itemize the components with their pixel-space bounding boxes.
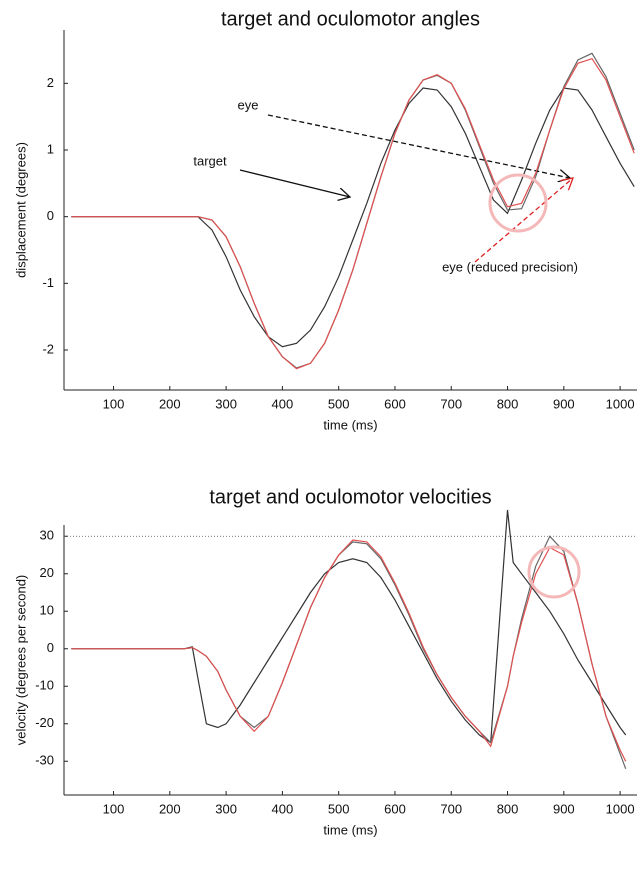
series-line (71, 52, 635, 369)
x-tick-label: 600 (384, 801, 406, 816)
x-tick-label: 900 (553, 801, 575, 816)
x-tick-label: 300 (215, 801, 237, 816)
annotation-arrow (239, 169, 350, 197)
x-tick-label: 900 (553, 396, 575, 411)
y-tick-label: -2 (42, 341, 54, 356)
x-tick-label: 800 (497, 396, 519, 411)
y-tick-label: 0 (47, 640, 54, 655)
x-tick-label: 1000 (606, 396, 635, 411)
y-tick-label: 2 (47, 75, 54, 90)
series-line (71, 57, 635, 370)
x-tick-label: 400 (272, 801, 294, 816)
y-tick-label: -30 (35, 753, 54, 768)
y-tick-label: 10 (40, 603, 54, 618)
annotation-label: target (193, 153, 227, 168)
x-axis-label: time (ms) (323, 822, 377, 837)
y-tick-label: 1 (47, 141, 54, 156)
annotation-label: eye (238, 97, 259, 112)
x-tick-label: 400 (272, 396, 294, 411)
y-tick-label: 0 (47, 208, 54, 223)
chart-title: target and oculomotor velocities (209, 486, 491, 508)
y-tick-label: -1 (42, 275, 54, 290)
annotation-arrow (267, 114, 570, 178)
x-tick-label: 500 (328, 396, 350, 411)
x-axis-label: time (ms) (323, 417, 377, 432)
x-tick-label: 700 (440, 801, 462, 816)
x-tick-label: 500 (328, 801, 350, 816)
y-tick-label: -10 (35, 678, 54, 693)
x-tick-label: 100 (103, 396, 125, 411)
x-tick-label: 300 (215, 396, 237, 411)
y-tick-label: -20 (35, 715, 54, 730)
series-line (71, 535, 627, 770)
x-tick-label: 100 (103, 801, 125, 816)
x-tick-label: 200 (159, 801, 181, 816)
annotation-label: eye (reduced precision) (442, 259, 578, 274)
x-tick-label: 200 (159, 396, 181, 411)
y-axis-label: displacement (degrees) (13, 142, 28, 278)
highlight-circle (488, 173, 548, 233)
y-axis-label: velocity (degrees per second) (13, 575, 28, 746)
y-tick-label: 20 (40, 565, 54, 580)
x-tick-label: 600 (384, 396, 406, 411)
x-tick-label: 700 (440, 396, 462, 411)
annotation-arrow (474, 178, 573, 263)
series-line (71, 87, 635, 348)
series-line (71, 539, 627, 762)
y-tick-label: 30 (40, 528, 54, 543)
x-tick-label: 800 (497, 801, 519, 816)
highlight-circle (527, 545, 581, 599)
x-tick-label: 1000 (606, 801, 635, 816)
chart-title: target and oculomotor angles (221, 8, 480, 30)
